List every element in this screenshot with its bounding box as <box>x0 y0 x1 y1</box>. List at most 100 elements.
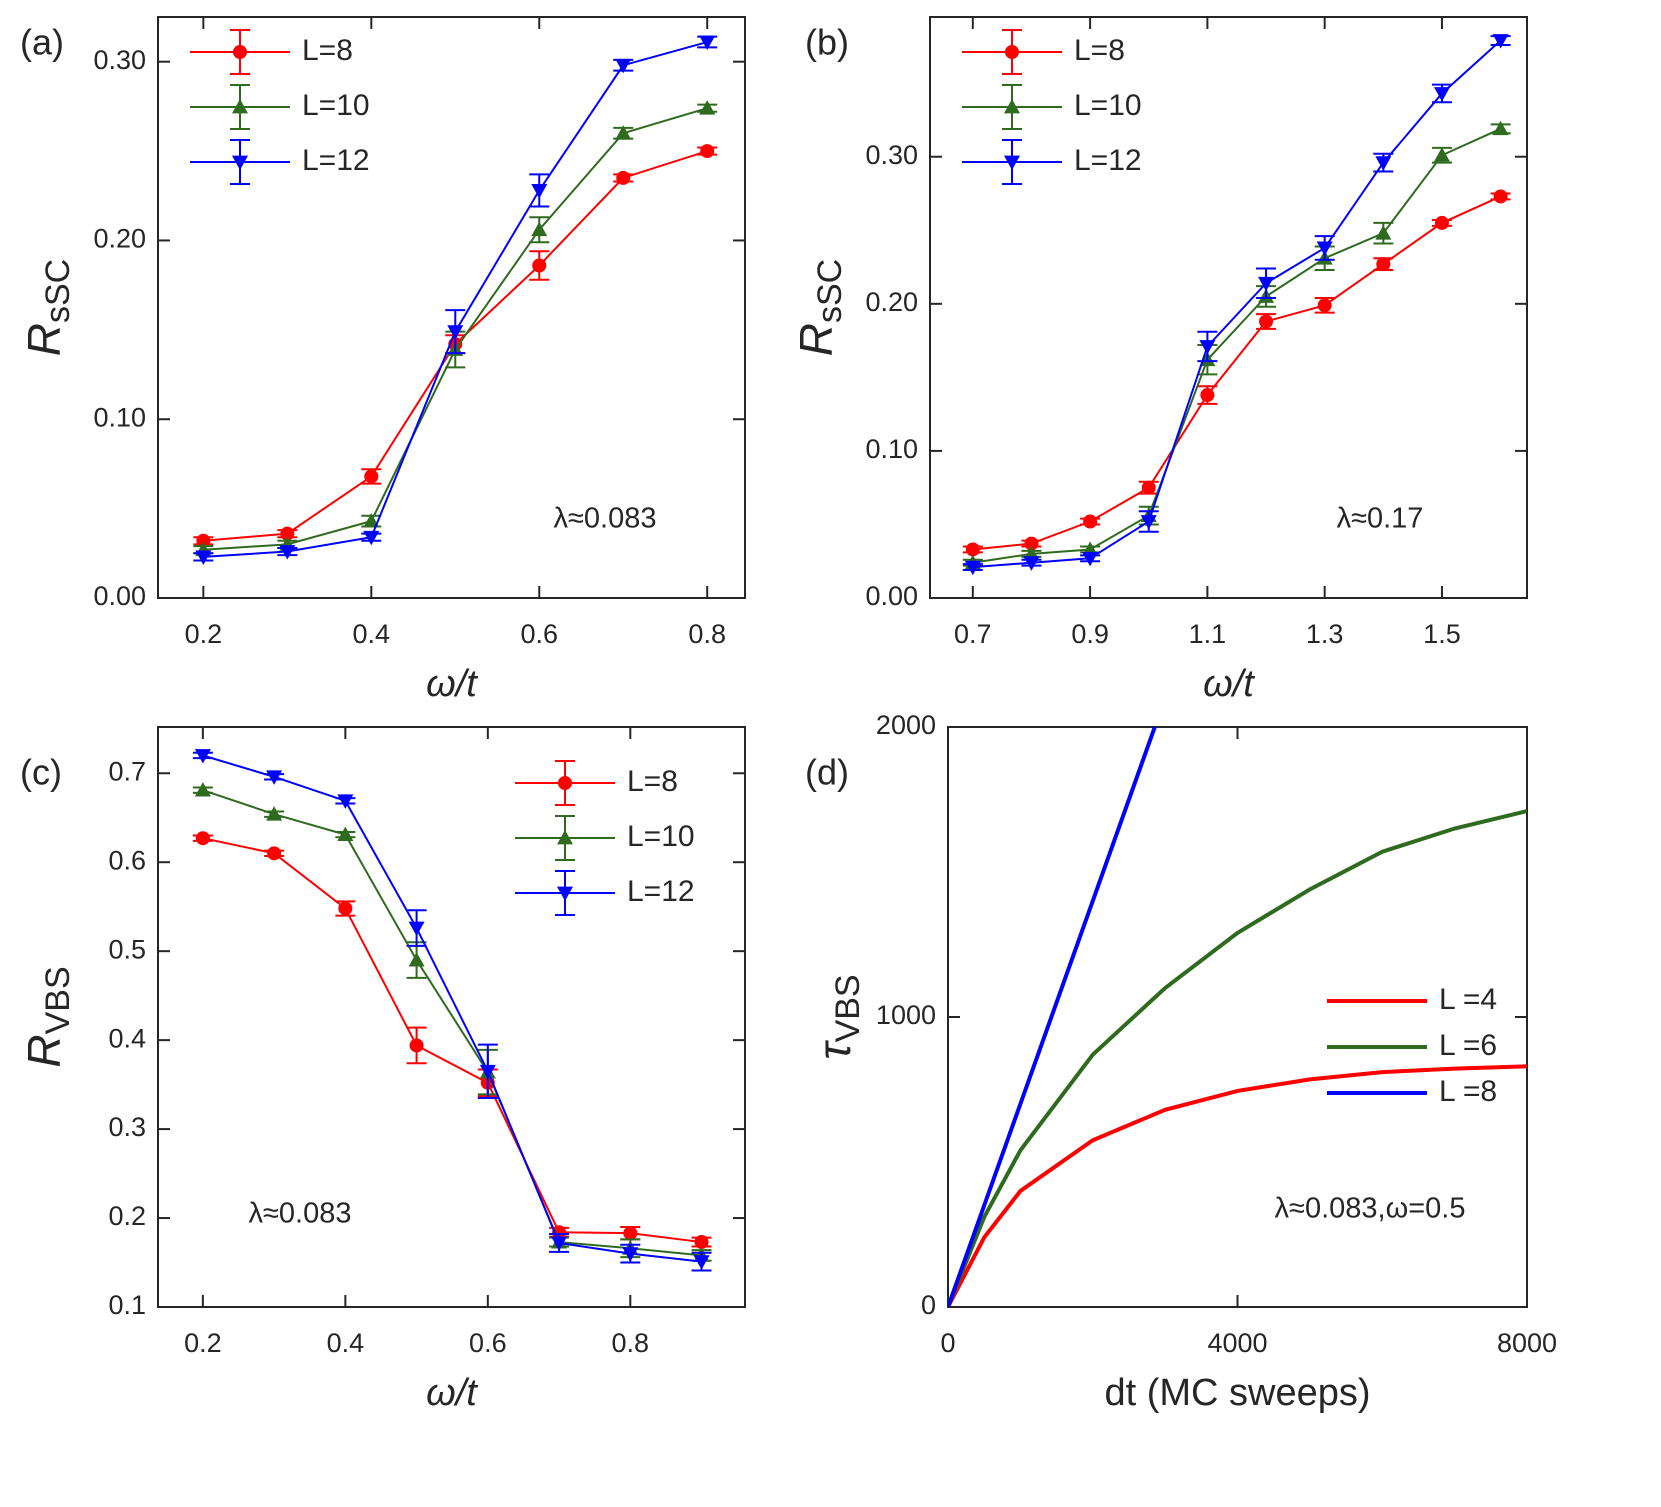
data-layer <box>192 749 712 1272</box>
y-tick-label: 2000 <box>876 710 936 740</box>
x-tick-label: 1.5 <box>1423 619 1461 649</box>
data-point <box>337 794 354 809</box>
y-tick-label: 0.3 <box>108 1112 146 1142</box>
y-axis-label-main: R <box>18 323 70 356</box>
panel: 0.00 0.10 0.20 0.30 0.7 0.9 1.1 1.3 1.5 ω/t RsSC (b… <box>790 16 1528 705</box>
x-tick-label: 0.7 <box>954 619 992 649</box>
legend-marker <box>1004 99 1020 114</box>
y-tick-label: 0.4 <box>108 1023 146 1053</box>
panel: 0.1 0.2 0.3 0.4 0.5 0.6 0.7 0.2 0.4 0.6 0.8 ω/t RVBS… <box>18 726 746 1414</box>
legend-marker <box>233 45 247 59</box>
y-tick-label: 0.00 <box>865 581 918 611</box>
data-point <box>447 325 464 340</box>
data-layer <box>193 35 718 565</box>
y-tick-label: 0.30 <box>93 45 146 75</box>
panel-label: (c) <box>20 752 62 793</box>
legend: L =4 L =6 L =8 <box>1327 983 1497 1108</box>
annotation: λ≈0.083 <box>249 1198 352 1230</box>
annotation: λ≈0.083 <box>554 503 657 535</box>
x-tick-label: 0.2 <box>185 619 223 649</box>
x-axis-label: dt (MC sweeps) <box>1104 1372 1370 1414</box>
data-point <box>1375 156 1392 171</box>
data-layer <box>948 727 1527 1307</box>
data-point <box>1492 120 1509 136</box>
data-point <box>551 1236 568 1251</box>
data-point <box>1259 314 1274 329</box>
data-point <box>338 901 353 916</box>
data-point <box>409 1038 424 1053</box>
data-point <box>195 550 212 565</box>
data-point <box>1376 257 1391 272</box>
legend-marker <box>1005 45 1019 59</box>
y-axis-label: RsSC <box>790 259 849 356</box>
data-point <box>280 526 295 541</box>
legend-marker <box>232 99 248 114</box>
x-tick-label: 0.4 <box>353 619 391 649</box>
data-point <box>532 258 547 273</box>
data-point <box>1433 147 1450 162</box>
legend-label: L=10 <box>627 820 695 853</box>
data-point <box>408 952 425 967</box>
plot-frame <box>929 16 1528 599</box>
data-point <box>622 1247 639 1262</box>
data-point <box>363 530 380 546</box>
data-point <box>694 1235 709 1250</box>
data-point <box>337 826 354 842</box>
legend-label: L =6 <box>1439 1029 1497 1062</box>
data-point <box>1023 556 1040 571</box>
data-point <box>1199 340 1216 355</box>
x-tick-label: 0.9 <box>1071 619 1109 649</box>
data-point <box>408 921 425 937</box>
legend-label: L=8 <box>627 765 678 798</box>
data-point <box>194 782 211 797</box>
data-point <box>1083 514 1098 529</box>
data-point <box>1434 215 1449 230</box>
series-line <box>948 727 1157 1307</box>
data-point <box>1317 298 1332 313</box>
x-axis-label: ω/t <box>426 663 478 705</box>
data-point <box>965 542 980 557</box>
y-tick-label: 0.7 <box>108 756 146 786</box>
y-tick-label: 0.20 <box>93 224 146 254</box>
x-tick-label: 0 <box>940 1328 955 1358</box>
data-point <box>1492 34 1509 49</box>
x-tick-label: 0.8 <box>612 1328 650 1358</box>
y-tick-label: 0.30 <box>865 140 918 170</box>
y-tick-label: 0.00 <box>93 581 146 611</box>
data-point <box>964 560 981 576</box>
series-line <box>948 1064 1527 1307</box>
legend-marker <box>558 776 572 790</box>
y-axis-label-main: τ <box>808 1040 860 1060</box>
series-line <box>972 39 1502 569</box>
legend-label: L=10 <box>302 89 370 122</box>
x-axis-label: ω/t <box>1203 663 1255 705</box>
data-point <box>1141 480 1156 495</box>
y-axis-label: τVBS <box>808 974 867 1059</box>
data-point <box>196 533 211 548</box>
data-point <box>615 58 632 74</box>
y-tick-label: 0.2 <box>108 1201 146 1231</box>
legend-label: L=12 <box>627 875 695 908</box>
data-point <box>479 1064 496 1080</box>
y-axis-label-main: R <box>790 323 842 356</box>
series-line <box>972 195 1502 551</box>
legend-label: L =8 <box>1439 1075 1497 1108</box>
y-tick-label: 0.10 <box>865 434 918 464</box>
y-tick-label: 0.1 <box>108 1290 146 1320</box>
data-point <box>531 221 548 237</box>
panel: 0.00 0.10 0.20 0.30 0.2 0.4 0.6 0.8 ω/t RsSC (a) λ≈… <box>18 16 746 705</box>
y-tick-label: 0.6 <box>108 845 146 875</box>
y-axis-label-main: R <box>18 1034 70 1067</box>
data-point <box>1082 551 1099 567</box>
x-tick-label: 8000 <box>1497 1328 1557 1358</box>
x-tick-label: 4000 <box>1207 1328 1267 1358</box>
x-tick-label: 1.3 <box>1306 619 1344 649</box>
data-point <box>615 125 632 140</box>
y-tick-label: 0.20 <box>865 287 918 317</box>
data-layer <box>962 34 1511 576</box>
data-point <box>1433 87 1450 102</box>
x-tick-label: 0.4 <box>327 1328 365 1358</box>
y-axis-label-sub: sSC <box>39 259 77 323</box>
legend: L=8 L=10 L=12 <box>962 29 1142 185</box>
